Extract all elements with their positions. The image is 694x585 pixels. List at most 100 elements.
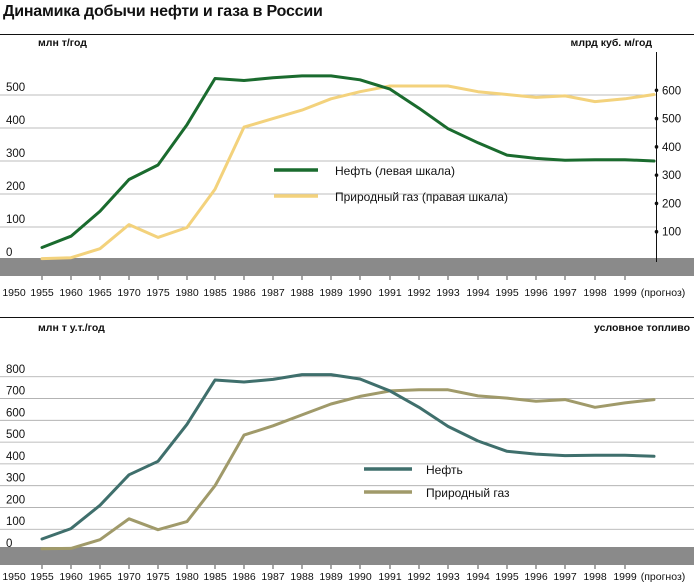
series-line-oil (40, 74, 656, 249)
x-tick-label: 1991 (378, 287, 402, 299)
top-chart-right-ticks: 100 200 300 400 500 600 (654, 85, 681, 239)
bottom-chart-x-ticks: 1950 1955 1960 1965 1970 1975 1980 1985 1986 1987… (2, 571, 685, 583)
x-tick-label: 1989 (319, 571, 343, 583)
x-tick-label: 1998 (583, 571, 607, 583)
x-tick-label: 1988 (290, 571, 314, 583)
x-tick-label: (прогноз) (641, 571, 686, 583)
left-tick-label: 800 (6, 364, 25, 376)
x-tick-label: 1997 (553, 571, 577, 583)
left-tick-label: 600 (6, 407, 25, 419)
top-chart-grid (0, 94, 656, 228)
top-chart: млн т/год млрд куб. м/год 0 100 200 300 400 5… (0, 34, 694, 299)
x-tick-label: 1975 (146, 571, 170, 583)
x-tick-label: 1980 (175, 571, 199, 583)
x-tick-label: 1996 (524, 571, 548, 583)
left-tick-label: 500 (6, 82, 25, 94)
x-tick-label: 1992 (407, 287, 431, 299)
left-tick-label: 0 (6, 538, 12, 550)
left-tick-label: 700 (6, 386, 25, 398)
series-line-oil (40, 373, 656, 541)
top-chart-x-ticks: 1950 1955 1960 1965 1970 1975 1980 1985 1986 1987… (2, 287, 685, 299)
x-tick-label: 1970 (117, 287, 141, 299)
legend-label-gas-bottom: Природный газ (426, 486, 510, 500)
x-tick-label: 1992 (407, 571, 431, 583)
x-tick-label: 1991 (378, 571, 402, 583)
left-tick-label: 400 (6, 451, 25, 463)
legend-label-gas-top: Природный газ (правая шкала) (335, 190, 508, 204)
top-chart-left-ticks: 0 100 200 300 400 500 (6, 82, 25, 259)
x-tick-label: 1986 (232, 571, 256, 583)
bottom-chart-left-unit: млн т у.т./год (38, 322, 105, 334)
x-tick-label: 1990 (348, 287, 372, 299)
bottom-chart-right-unit: условное топливо (594, 322, 690, 334)
right-tick-dot (654, 88, 659, 93)
series-line-gas (40, 84, 656, 261)
right-tick-label: 500 (662, 114, 681, 126)
left-tick-label: 200 (6, 181, 25, 193)
right-tick-dot (654, 145, 659, 149)
x-tick-label: 1995 (495, 287, 519, 299)
right-tick-dot (654, 116, 659, 121)
top-chart-series (40, 74, 656, 261)
bottom-chart-series (40, 373, 656, 551)
top-chart-legend: Нефть (левая шкала) Природный газ (права… (274, 164, 508, 204)
left-tick-label: 500 (6, 429, 25, 441)
legend-label-oil-top: Нефть (левая шкала) (335, 164, 455, 178)
x-tick-label: 1955 (30, 287, 54, 299)
x-tick-label: 1950 (2, 287, 26, 299)
right-tick-label: 300 (662, 170, 681, 182)
x-tick-label: 1970 (117, 571, 141, 583)
x-tick-label: 1985 (203, 571, 227, 583)
series-line-gas (40, 388, 656, 551)
x-tick-label: 1987 (261, 571, 285, 583)
x-tick-label: 1996 (524, 287, 548, 299)
x-tick-label: 1997 (553, 287, 577, 299)
left-tick-label: 200 (6, 494, 25, 506)
x-tick-label: 1960 (59, 571, 83, 583)
x-tick-label: 1988 (290, 287, 314, 299)
bottom-chart: млн т у.т./год условное топливо 0 100 200 3… (0, 317, 694, 583)
x-tick-label: 1989 (319, 287, 343, 299)
left-tick-label: 100 (6, 516, 25, 528)
right-tick-dot (654, 173, 659, 177)
top-chart-right-unit: млрд куб. м/год (571, 37, 653, 49)
x-tick-label: 1999 (613, 287, 637, 299)
x-tick-label: 1990 (348, 571, 372, 583)
x-tick-label: 1998 (583, 287, 607, 299)
top-chart-left-unit: млн т/год (38, 37, 87, 49)
right-tick-label: 600 (662, 85, 681, 97)
left-tick-label: 300 (6, 148, 25, 160)
x-tick-label: 1955 (30, 571, 54, 583)
x-tick-label: (прогноз) (641, 287, 686, 299)
left-tick-label: 400 (6, 115, 25, 127)
x-tick-label: 1987 (261, 287, 285, 299)
right-tick-label: 400 (662, 142, 681, 154)
right-tick-label: 200 (662, 198, 681, 210)
left-tick-label: 300 (6, 473, 25, 485)
x-tick-label: 1960 (59, 287, 83, 299)
legend-label-oil-bottom: Нефть (426, 463, 463, 477)
right-tick-label: 100 (662, 227, 681, 239)
left-tick-label: 0 (6, 247, 12, 259)
x-tick-label: 1965 (88, 571, 112, 583)
x-tick-label: 1986 (232, 287, 256, 299)
x-tick-label: 1965 (88, 287, 112, 299)
x-tick-label: 1993 (436, 571, 460, 583)
x-tick-label: 1994 (466, 287, 490, 299)
x-tick-label: 1985 (203, 287, 227, 299)
left-tick-label: 100 (6, 214, 25, 226)
right-tick-dot (654, 201, 659, 206)
x-tick-label: 1995 (495, 571, 519, 583)
top-chart-baseline-band (0, 258, 694, 276)
bottom-chart-left-ticks: 0 100 200 300 400 500 600 700 800 (6, 364, 25, 550)
right-tick-dot (654, 229, 659, 234)
bottom-chart-baseline-band (0, 547, 694, 565)
x-tick-label: 1994 (466, 571, 490, 583)
x-tick-label: 1999 (613, 571, 637, 583)
x-tick-label: 1950 (2, 571, 26, 583)
x-tick-label: 1980 (175, 287, 199, 299)
x-tick-label: 1993 (436, 287, 460, 299)
bottom-chart-legend: Нефть Природный газ (364, 463, 510, 500)
page-title: Динамика добычи нефти и газа в России (3, 3, 323, 20)
